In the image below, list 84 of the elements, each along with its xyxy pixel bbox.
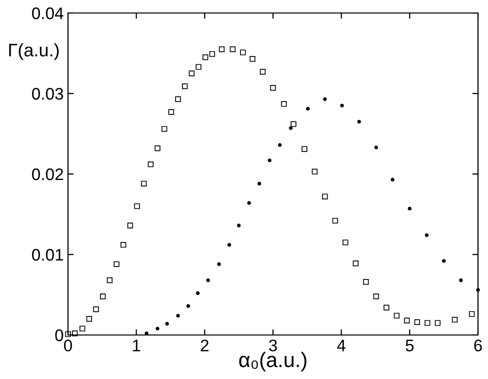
point [196, 291, 200, 296]
point [268, 158, 272, 162]
x-axis-title: α₀(a.u.) [239, 352, 306, 372]
point [323, 97, 327, 101]
point [196, 64, 202, 70]
point [424, 233, 429, 238]
y-tick-label: 0.03 [32, 88, 64, 100]
y-tick-label: 0.01 [32, 248, 64, 261]
y-tick-label: 0.02 [32, 168, 63, 180]
point [236, 224, 241, 228]
point [357, 120, 361, 124]
point [469, 311, 475, 317]
point [206, 278, 210, 282]
point [306, 106, 310, 111]
point [373, 294, 380, 300]
point [186, 304, 190, 308]
point [424, 320, 430, 326]
point [260, 68, 266, 75]
point [281, 101, 287, 107]
point [218, 46, 225, 52]
point [168, 109, 174, 115]
point [290, 121, 296, 127]
point [188, 70, 195, 76]
point [227, 242, 232, 247]
point [384, 304, 390, 310]
point [93, 306, 99, 312]
point [342, 240, 348, 246]
point [80, 326, 86, 332]
point [374, 146, 378, 150]
point [394, 312, 400, 319]
point [250, 56, 256, 62]
point [165, 322, 169, 326]
point [86, 316, 92, 322]
point [148, 161, 154, 168]
point [156, 326, 160, 330]
point [182, 83, 188, 90]
point [134, 203, 140, 210]
x-tick-label: 0 [64, 340, 72, 352]
point [390, 178, 394, 182]
point [106, 277, 113, 284]
point [114, 261, 120, 268]
point [434, 320, 441, 326]
point [247, 201, 251, 205]
point [278, 143, 282, 147]
point [202, 54, 208, 60]
point [270, 85, 276, 91]
x-tick-label: 2 [200, 340, 208, 352]
point [414, 319, 420, 325]
point [240, 50, 246, 56]
point [176, 314, 180, 318]
point [442, 259, 446, 263]
point [312, 168, 318, 174]
point [72, 330, 78, 336]
point [288, 126, 293, 130]
point [127, 222, 134, 228]
point [175, 96, 181, 102]
point [352, 260, 359, 266]
point [302, 146, 308, 152]
point [408, 206, 412, 210]
point [100, 294, 106, 300]
y-axis-title: Γ(a.u.) [9, 43, 59, 60]
point [332, 218, 338, 224]
point [154, 145, 160, 152]
point [230, 46, 236, 52]
point [209, 51, 216, 57]
y-tick-label: 0 [55, 329, 64, 342]
point [452, 316, 458, 323]
point [340, 104, 344, 108]
point [322, 194, 328, 200]
point [141, 180, 147, 187]
point [404, 318, 410, 324]
point [120, 242, 126, 248]
x-tick-label: 3 [269, 340, 277, 352]
x-tick-label: 4 [337, 340, 346, 352]
point [459, 278, 463, 282]
x-tick-label: 5 [406, 340, 414, 352]
x-tick-label: 6 [474, 340, 482, 352]
x-tick-label: 1 [132, 340, 140, 352]
point [217, 262, 221, 266]
point [162, 126, 168, 132]
y-tick-label: 0.04 [32, 7, 64, 20]
point [257, 182, 262, 186]
point [363, 279, 369, 285]
point [476, 288, 480, 292]
